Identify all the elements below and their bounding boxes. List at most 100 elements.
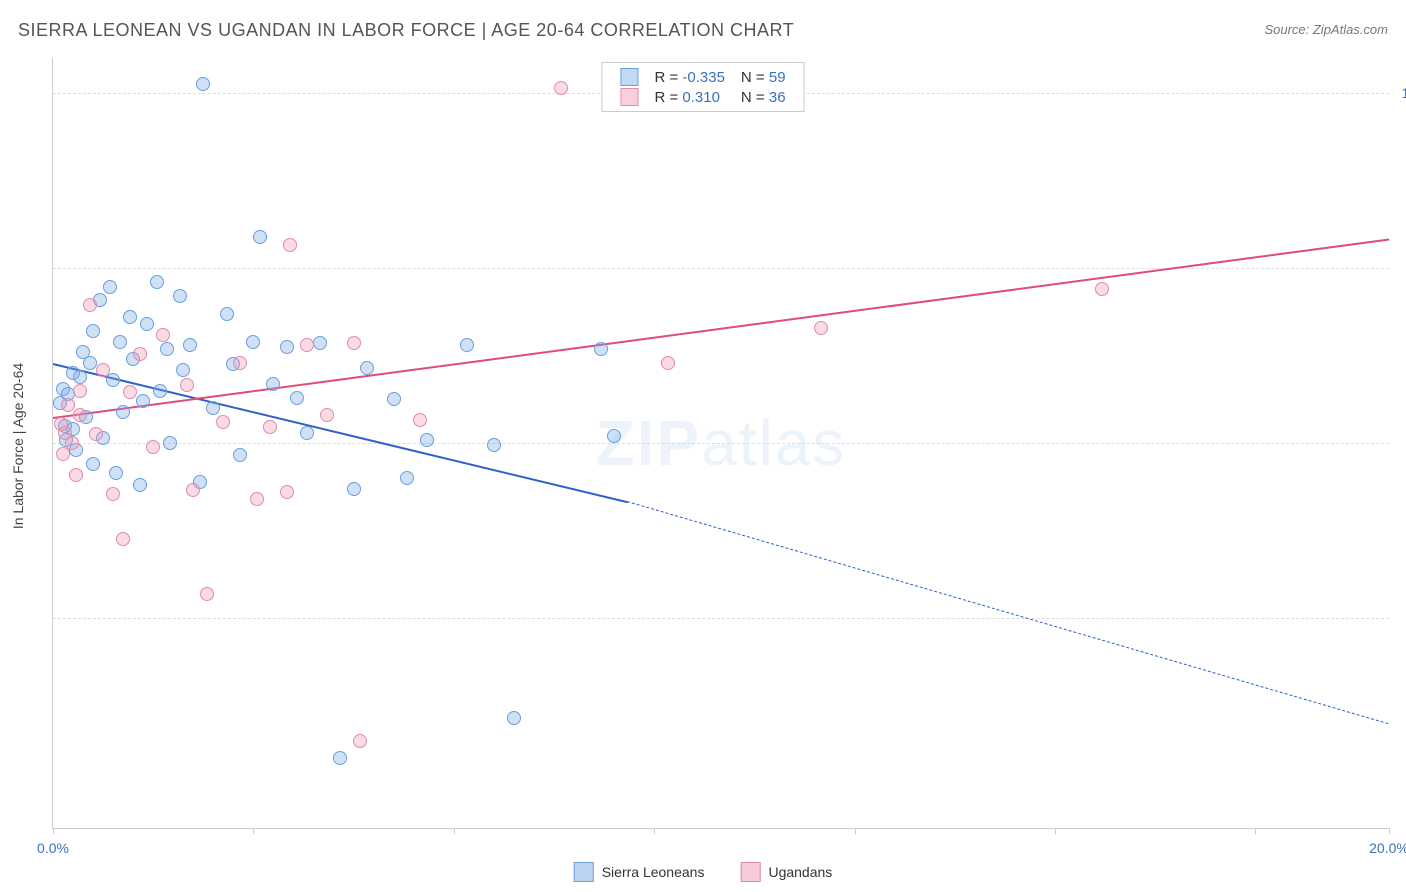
- data-point: [253, 230, 267, 244]
- data-point: [113, 335, 127, 349]
- x-tick: [855, 828, 856, 834]
- x-tick: [53, 828, 54, 834]
- source-attribution: Source: ZipAtlas.com: [1264, 22, 1388, 37]
- n-value-a: 59: [769, 69, 786, 86]
- legend-swatch-b2: [740, 862, 760, 882]
- data-point: [400, 471, 414, 485]
- data-point: [106, 487, 120, 501]
- data-point: [263, 420, 277, 434]
- legend-item-b: Ugandans: [740, 862, 832, 882]
- chart-container: SIERRA LEONEAN VS UGANDAN IN LABOR FORCE…: [0, 0, 1406, 892]
- data-point: [109, 466, 123, 480]
- data-point: [320, 408, 334, 422]
- data-point: [176, 363, 190, 377]
- data-point: [814, 321, 828, 335]
- data-point: [160, 342, 174, 356]
- data-point: [250, 492, 264, 506]
- x-tick: [454, 828, 455, 834]
- trend-line: [53, 238, 1389, 418]
- trend-line: [627, 501, 1389, 724]
- data-point: [123, 310, 137, 324]
- data-point: [65, 436, 79, 450]
- data-point: [353, 734, 367, 748]
- data-point: [300, 426, 314, 440]
- data-point: [1095, 282, 1109, 296]
- series-legend: Sierra Leoneans Ugandans: [574, 862, 833, 882]
- data-point: [61, 398, 75, 412]
- gridline: [53, 618, 1389, 619]
- legend-item-a: Sierra Leoneans: [574, 862, 705, 882]
- correlation-row-b: R = 0.310 N = 36: [612, 87, 793, 107]
- data-point: [186, 483, 200, 497]
- data-point: [173, 289, 187, 303]
- x-tick-label: 0.0%: [37, 840, 69, 856]
- data-point: [460, 338, 474, 352]
- data-point: [140, 317, 154, 331]
- correlation-legend: R = -0.335 N = 59 R = 0.310 N = 36: [601, 62, 804, 112]
- data-point: [300, 338, 314, 352]
- data-point: [283, 238, 297, 252]
- n-prefix-b: N =: [741, 89, 769, 106]
- data-point: [83, 356, 97, 370]
- data-point: [116, 532, 130, 546]
- x-tick: [253, 828, 254, 834]
- y-tick-label: 100.0%: [1399, 85, 1406, 101]
- data-point: [347, 482, 361, 496]
- source-prefix: Source:: [1264, 22, 1312, 37]
- y-tick-label: 70.0%: [1399, 610, 1406, 626]
- n-value-b: 36: [769, 89, 786, 106]
- data-point: [233, 356, 247, 370]
- data-point: [73, 370, 87, 384]
- data-point: [86, 457, 100, 471]
- correlation-row-a: R = -0.335 N = 59: [612, 67, 793, 87]
- data-point: [200, 587, 214, 601]
- data-point: [103, 280, 117, 294]
- legend-swatch-a: [620, 68, 638, 86]
- data-point: [136, 394, 150, 408]
- data-point: [607, 429, 621, 443]
- legend-swatch-a2: [574, 862, 594, 882]
- legend-swatch-b: [620, 88, 638, 106]
- data-point: [233, 448, 247, 462]
- data-point: [216, 415, 230, 429]
- data-point: [106, 373, 120, 387]
- data-point: [116, 405, 130, 419]
- data-point: [156, 328, 170, 342]
- gridline: [53, 443, 1389, 444]
- data-point: [146, 440, 160, 454]
- y-axis-label: In Labor Force | Age 20-64: [10, 363, 26, 529]
- data-point: [133, 347, 147, 361]
- y-tick-label: 90.0%: [1399, 260, 1406, 276]
- data-point: [86, 324, 100, 338]
- data-point: [183, 338, 197, 352]
- x-tick: [1255, 828, 1256, 834]
- plot-area: ZIPatlas 70.0%80.0%90.0%100.0%0.0%20.0%: [52, 58, 1389, 829]
- data-point: [69, 468, 83, 482]
- data-point: [333, 751, 347, 765]
- r-value-a: -0.335: [682, 69, 725, 86]
- x-tick: [654, 828, 655, 834]
- data-point: [594, 342, 608, 356]
- data-point: [153, 384, 167, 398]
- r-value-b: 0.310: [682, 89, 720, 106]
- data-point: [150, 275, 164, 289]
- data-point: [180, 378, 194, 392]
- n-prefix-a: N =: [741, 69, 769, 86]
- data-point: [280, 340, 294, 354]
- data-point: [196, 77, 210, 91]
- data-point: [89, 427, 103, 441]
- data-point: [266, 377, 280, 391]
- data-point: [206, 401, 220, 415]
- chart-title: SIERRA LEONEAN VS UGANDAN IN LABOR FORCE…: [18, 20, 794, 41]
- y-tick-label: 80.0%: [1399, 435, 1406, 451]
- data-point: [83, 298, 97, 312]
- x-tick: [1389, 828, 1390, 834]
- legend-label-a: Sierra Leoneans: [602, 864, 705, 880]
- data-point: [313, 336, 327, 350]
- data-point: [73, 384, 87, 398]
- data-point: [133, 478, 147, 492]
- data-point: [163, 436, 177, 450]
- x-tick: [1055, 828, 1056, 834]
- data-point: [123, 385, 137, 399]
- data-point: [96, 363, 110, 377]
